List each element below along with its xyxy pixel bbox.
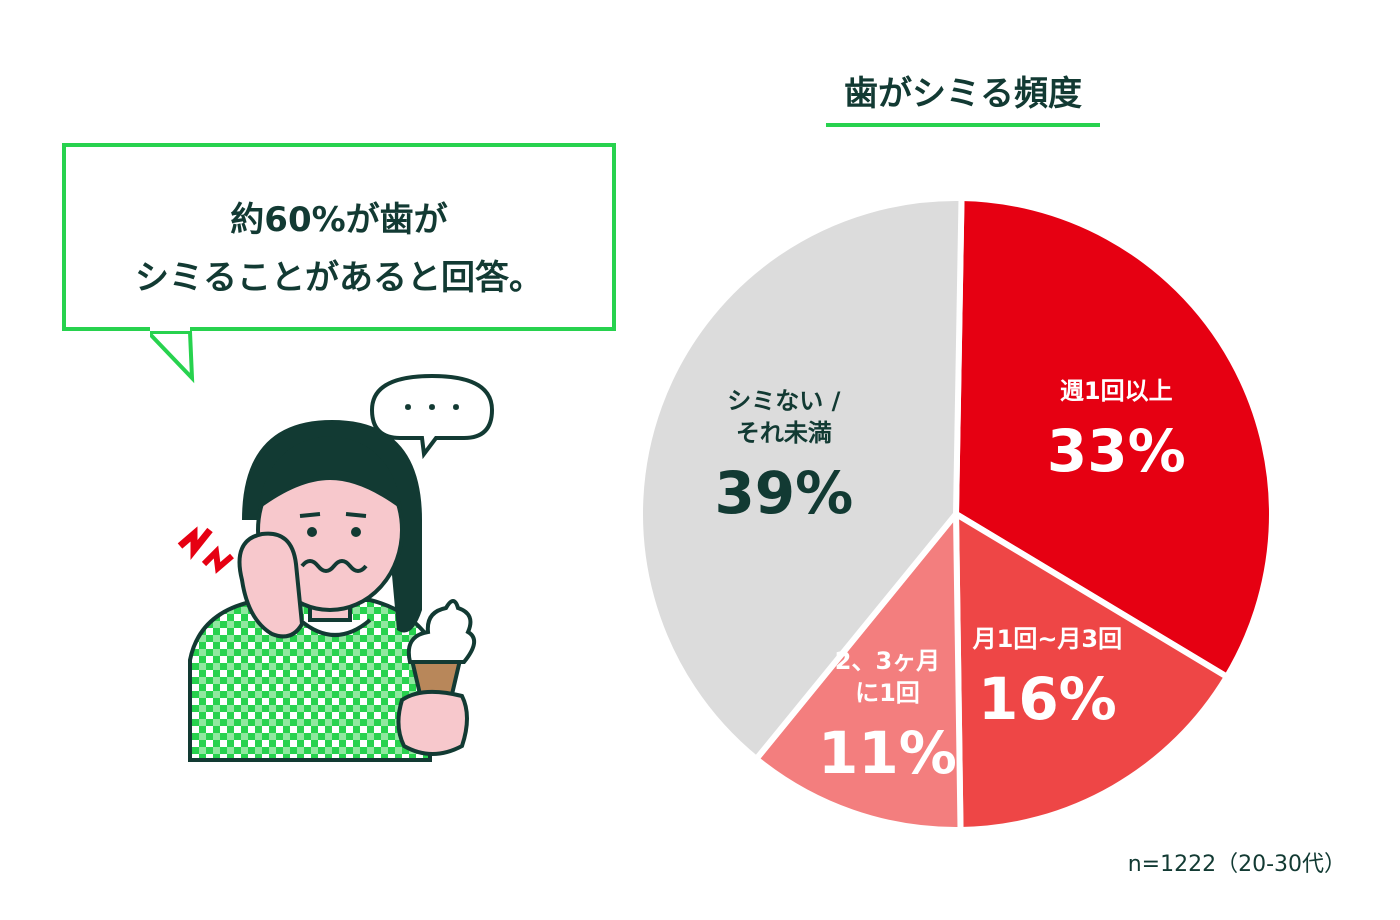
thought-bubble-text: ・・・ <box>396 394 468 422</box>
callout-line-2: シミることがあると回答。 <box>135 258 543 298</box>
slice-label-2: 月1回~月3回 16% <box>972 625 1123 733</box>
slice-category-label: それ未満 <box>736 419 832 447</box>
pain-lightning-icon <box>177 526 234 574</box>
callout-speech-bubble: 約60%が歯が シミることがあると回答。 <box>62 143 616 331</box>
pie-slice-2 <box>952 508 1231 834</box>
slice-value-label: 16% <box>978 665 1117 733</box>
slice-label-1: 週1回以上 33% <box>1047 377 1186 485</box>
pie-slice-4 <box>637 195 965 764</box>
slice-value-label: 33% <box>1047 417 1186 485</box>
callout-text: 約60%が歯が シミることがあると回答。 <box>66 191 612 307</box>
pie-slice-1 <box>952 194 1275 681</box>
title-underline <box>826 123 1100 127</box>
sample-size-note: n=1222（20-30代） <box>1127 852 1346 877</box>
slice-category-label: シミない / <box>727 387 840 415</box>
toothache-woman-illustration: ・・・ <box>150 326 495 762</box>
callout-line-1: 約60%が歯が <box>230 200 448 240</box>
slice-category-label: 月1回~月3回 <box>972 625 1123 653</box>
slice-category-label: 週1回以上 <box>1060 377 1173 405</box>
slice-label-4: シミない / それ未満 39% <box>714 387 853 527</box>
chart-title: 歯がシミる頻度 <box>844 74 1082 114</box>
slice-value-label: 11% <box>818 719 957 787</box>
slice-category-label: 2、3ヶ月 <box>835 647 940 675</box>
slice-category-label: に1回 <box>855 679 920 707</box>
thought-bubble: ・・・ <box>369 373 495 460</box>
pie-slice-3 <box>752 505 964 833</box>
callout-tail <box>150 326 195 384</box>
slice-value-label: 39% <box>714 459 853 527</box>
